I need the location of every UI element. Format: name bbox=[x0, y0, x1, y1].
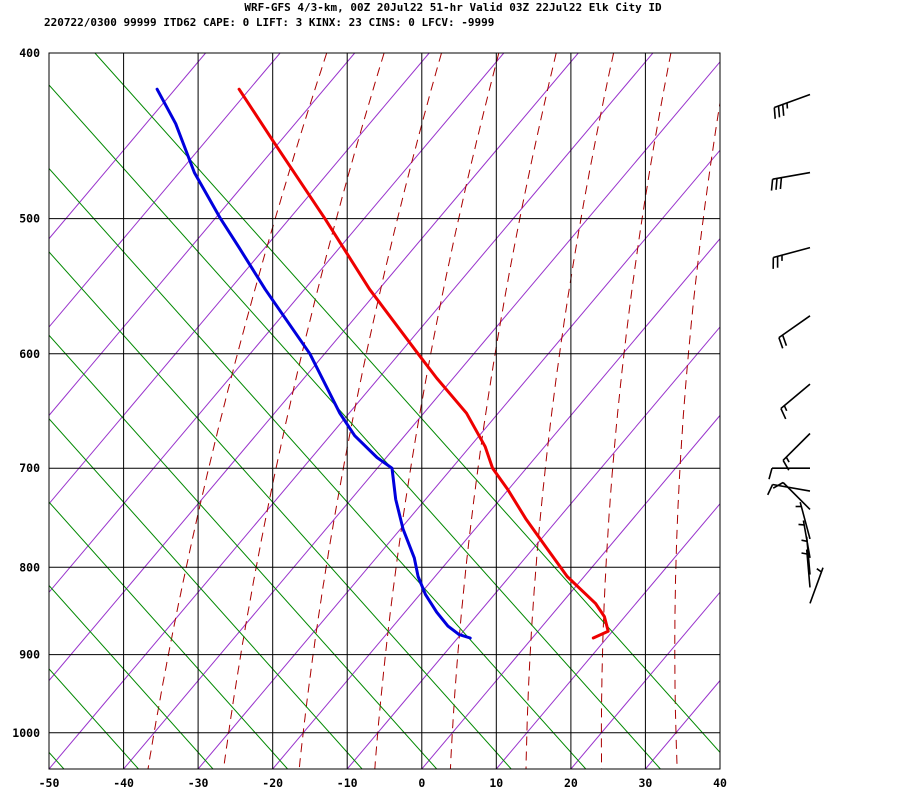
dry-adiabat-line bbox=[525, 53, 615, 769]
isotherm-line bbox=[49, 53, 281, 328]
wind-barb bbox=[772, 481, 811, 510]
temperature-profile bbox=[237, 87, 610, 640]
temperature-tick-label: 10 bbox=[489, 776, 503, 790]
wind-barb bbox=[770, 171, 811, 191]
pressure-tick-label: 800 bbox=[19, 560, 40, 574]
sounding-profiles bbox=[155, 87, 610, 640]
temperature-tick-label: 30 bbox=[638, 776, 652, 790]
wind-barb bbox=[778, 315, 811, 349]
mixing-ratio-line bbox=[49, 417, 363, 769]
dry-adiabat-line bbox=[449, 53, 557, 769]
wind-barb bbox=[780, 383, 811, 420]
wind-barb bbox=[795, 501, 811, 540]
temperature-tick-label: 0 bbox=[418, 776, 425, 790]
isotherm-line bbox=[49, 53, 430, 505]
wind-barb bbox=[773, 93, 811, 119]
dry-adiabat-line bbox=[374, 53, 500, 769]
pressure-tick-label: 400 bbox=[19, 46, 40, 60]
temperature-tick-label: -30 bbox=[188, 776, 209, 790]
mixing-ratio-line bbox=[49, 584, 214, 769]
pressure-tick-label: 900 bbox=[19, 648, 40, 662]
isotherm-line bbox=[49, 53, 654, 769]
pressure-axis-labels: 400 500 600 700 800 900 1000 bbox=[12, 46, 40, 740]
isotherm-line bbox=[272, 237, 720, 769]
wind-barb bbox=[801, 549, 811, 588]
thermo-background bbox=[49, 53, 900, 769]
wind-barb bbox=[782, 432, 811, 471]
temperature-axis-labels: -50 -40 -30 -20 -10 0 10 20 30 40 bbox=[39, 776, 727, 790]
isotherm-line bbox=[49, 53, 505, 593]
isotherm-line bbox=[421, 414, 720, 769]
temperature-tick-label: -10 bbox=[337, 776, 358, 790]
wind-barbs bbox=[766, 93, 824, 604]
dry-adiabat-line bbox=[746, 53, 786, 769]
temperature-tick-label: -20 bbox=[262, 776, 283, 790]
wind-barb bbox=[766, 483, 811, 496]
temperature-tick-label: 40 bbox=[713, 776, 727, 790]
dry-adiabat-line bbox=[674, 99, 720, 769]
dry-adiabat-line bbox=[600, 53, 672, 769]
mixing-ratio-line bbox=[94, 53, 720, 754]
stability-indices: 220722/0300 99999 ITD62 CAPE: 0 LIFT: 3 … bbox=[44, 16, 494, 29]
dry-adiabat-line bbox=[815, 53, 843, 769]
isotherm-line bbox=[197, 149, 720, 769]
pressure-tick-label: 700 bbox=[19, 461, 40, 475]
wind-barb bbox=[768, 467, 810, 480]
plot-grid bbox=[48, 52, 721, 770]
isotherm-line bbox=[346, 326, 720, 769]
dewpoint-profile bbox=[155, 87, 472, 640]
mixing-ratio-line bbox=[49, 251, 512, 769]
temperature-tick-label: 20 bbox=[564, 776, 578, 790]
wind-barb bbox=[772, 246, 811, 269]
isotherm-line bbox=[49, 53, 579, 682]
temperature-tick-label: -40 bbox=[113, 776, 134, 790]
chart-title: WRF-GFS 4/3-km, 00Z 20Jul22 51-hr Valid … bbox=[244, 1, 662, 14]
isotherm-line bbox=[570, 591, 720, 769]
dry-adiabat-line bbox=[223, 53, 385, 769]
mixing-ratio-line bbox=[49, 501, 288, 769]
isotherm-line bbox=[49, 53, 356, 417]
dry-adiabat-line bbox=[298, 53, 442, 769]
dry-adiabat-line bbox=[147, 53, 328, 769]
pressure-tick-label: 600 bbox=[19, 347, 40, 361]
mixing-ratio-line bbox=[49, 84, 661, 769]
isotherm-line bbox=[49, 53, 206, 240]
wind-barb bbox=[801, 536, 811, 575]
wind-barb bbox=[809, 567, 824, 604]
isotherm-line bbox=[719, 768, 720, 769]
mixing-ratio-line bbox=[49, 167, 587, 769]
pressure-tick-label: 500 bbox=[19, 212, 40, 226]
mixing-ratio-line bbox=[49, 334, 438, 769]
dry-adiabat-line bbox=[881, 53, 900, 769]
pressure-tick-label: 1000 bbox=[12, 726, 40, 740]
isotherm-line bbox=[123, 61, 720, 769]
temperature-tick-label: -50 bbox=[39, 776, 60, 790]
isotherm-line bbox=[495, 502, 720, 769]
